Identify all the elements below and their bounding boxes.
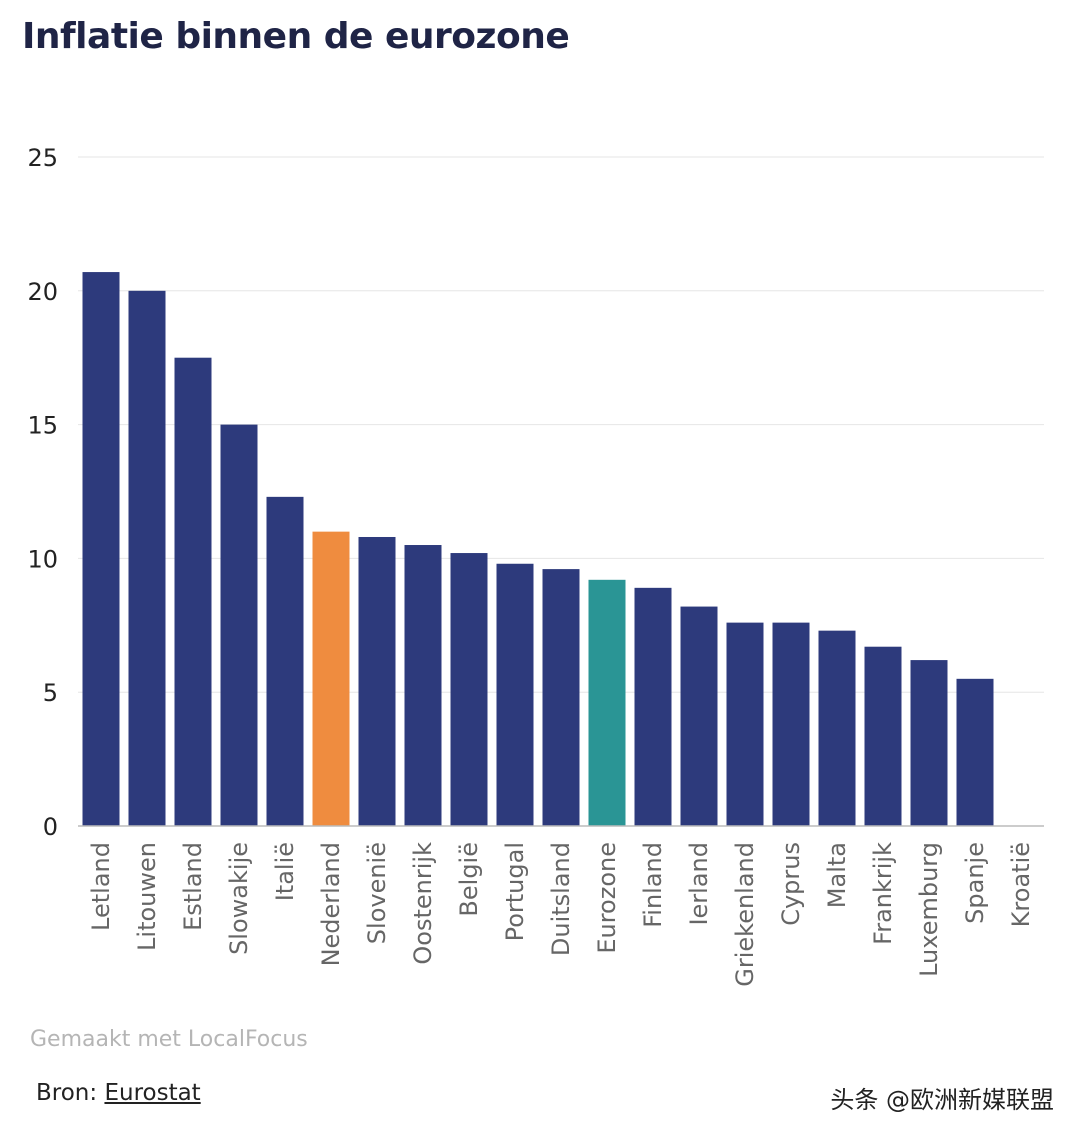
source-line: Bron: Eurostat [36,1080,201,1106]
bar-frankrijk [864,646,902,826]
bar-griekenland [726,622,764,826]
y-tick-label: 5 [43,679,58,707]
bar-ierland [680,606,718,826]
x-tick-label: Slovenië [363,842,391,944]
bar-letland [82,272,120,826]
y-tick-label: 10 [27,545,58,573]
bar-cyprus [772,622,810,826]
x-tick-label: Duitsland [547,842,575,956]
credit-text: Gemaakt met LocalFocus [30,1027,308,1052]
x-tick-label: Oostenrijk [409,842,437,965]
x-tick-label: Letland [87,842,115,931]
x-tick-label: Eurozone [593,842,621,954]
bar-oostenrijk [404,545,442,826]
x-tick-label: Cyprus [777,842,805,926]
bar-luxemburg [910,660,948,826]
source-link[interactable]: Eurostat [104,1080,201,1106]
x-tick-label: België [455,842,483,917]
x-tick-label: Kroatië [1007,842,1035,927]
bar-portugal [496,563,534,826]
x-tick-label: Litouwen [133,842,161,951]
bar-litouwen [128,290,166,826]
y-tick-label: 20 [27,278,58,306]
x-tick-label: Frankrijk [869,842,897,945]
bar-estland [174,357,212,826]
x-tick-label: Luxemburg [915,842,943,977]
watermark: 头条 @欧洲新媒联盟 [830,1086,1054,1114]
x-tick-label: Ierland [685,842,713,926]
bar-italië [266,496,304,826]
x-tick-label: Nederland [317,842,345,966]
x-tick-label: Finland [639,842,667,928]
x-tick-label: Malta [823,842,851,908]
x-tick-label: Estland [179,842,207,931]
bar-belgië [450,553,488,826]
bar-duitsland [542,569,580,826]
y-tick-label: 15 [27,412,58,440]
bar-chart: 0 5 10 15 20 25 Letland Litouwen Estland Slowakij… [27,144,1044,987]
bar-finland [634,587,672,826]
y-tick-label: 0 [43,813,58,841]
bar-nederland [312,531,350,826]
x-tick-label: Slowakije [225,842,253,955]
chart-title: Inflatie binnen de eurozone [22,16,570,57]
bar-eurozone [588,579,626,826]
x-tick-label: Portugal [501,842,529,941]
bar-slowakije [220,424,258,826]
source-label: Bron: [36,1080,105,1106]
bar-malta [818,630,856,826]
bar-slovenië [358,536,396,826]
x-tick-label: Griekenland [731,842,759,987]
x-tick-label: Spanje [961,842,989,924]
y-tick-label: 25 [27,144,58,172]
x-tick-label: Italië [271,842,299,901]
bar-spanje [956,678,994,826]
